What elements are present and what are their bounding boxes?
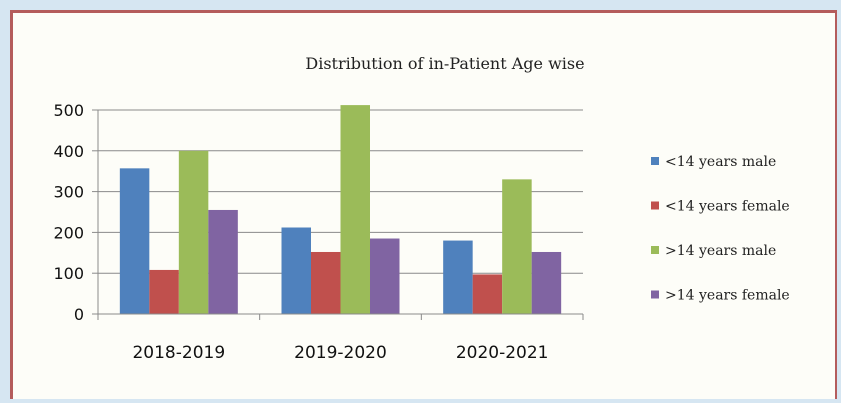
axes [92,109,584,320]
y-tick-label: 0 [74,305,84,324]
bar [472,274,503,314]
legend-swatch [651,246,659,254]
legend-label: <14 years female [665,199,790,215]
x-tick-label: 2018-2019 [132,343,225,363]
y-axis-ticks: 0 100 200 300 400 500 [53,101,84,324]
bar [119,168,150,314]
bar [311,251,341,314]
y-tick-label: 100 [53,264,84,283]
bar [370,238,400,314]
x-tick-label: 2019-2020 [294,343,387,363]
legend-label: >14 years female [665,288,790,304]
bar [281,227,311,314]
bar [178,150,209,314]
bar [340,105,370,314]
legend-swatch [651,201,659,210]
y-tick-label: 200 [53,223,84,242]
y-tick-label: 500 [53,101,84,120]
legend-swatch [651,157,659,165]
x-tick-label: 2020-2021 [456,343,549,363]
legend: <14 years male <14 years female >14 years … [651,154,790,304]
bar [149,269,179,314]
bar [208,209,238,314]
chart-title: Distribution of in-Patient Age wise [305,54,584,73]
bars [119,105,562,314]
bar [531,251,562,314]
y-tick-label: 300 [53,183,84,202]
bar [443,240,473,314]
bar [502,179,532,314]
y-tick-label: 400 [53,142,84,161]
legend-label: >14 years male [665,243,776,259]
legend-label: <14 years male [665,154,776,170]
legend-swatch [651,290,659,299]
x-axis-ticks: 2018-2019 2019-2020 2020-2021 [132,343,548,363]
